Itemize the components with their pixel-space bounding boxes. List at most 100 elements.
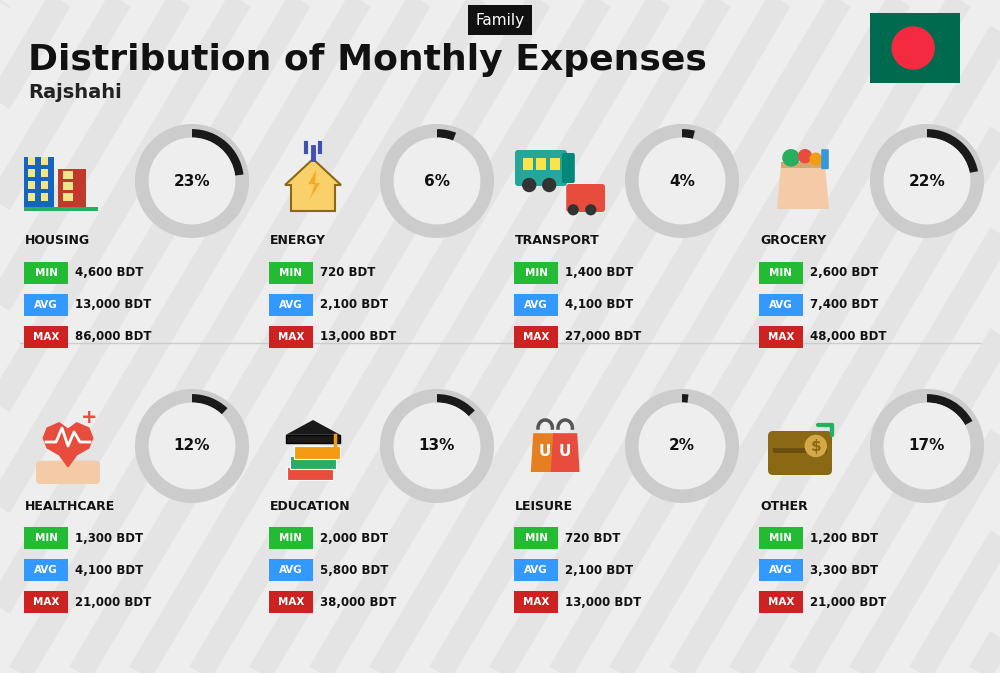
Circle shape <box>639 402 725 489</box>
FancyBboxPatch shape <box>566 184 605 212</box>
FancyBboxPatch shape <box>63 182 73 190</box>
FancyBboxPatch shape <box>41 169 48 177</box>
Text: MAX: MAX <box>33 332 59 342</box>
Text: 2,000 BDT: 2,000 BDT <box>320 532 388 544</box>
Polygon shape <box>285 159 341 211</box>
FancyBboxPatch shape <box>759 559 803 581</box>
Text: AVG: AVG <box>279 565 303 575</box>
Text: MIN: MIN <box>280 268 302 278</box>
Text: MIN: MIN <box>34 533 58 543</box>
Text: MAX: MAX <box>523 332 549 342</box>
Text: AVG: AVG <box>34 300 58 310</box>
Text: 22%: 22% <box>909 174 945 188</box>
Text: 21,000 BDT: 21,000 BDT <box>75 596 151 608</box>
FancyBboxPatch shape <box>287 466 333 480</box>
Text: MIN: MIN <box>524 533 548 543</box>
Wedge shape <box>927 129 978 173</box>
Polygon shape <box>308 170 320 199</box>
Text: 1,300 BDT: 1,300 BDT <box>75 532 143 544</box>
FancyBboxPatch shape <box>58 169 86 209</box>
Text: MAX: MAX <box>768 332 794 342</box>
Circle shape <box>522 178 536 192</box>
FancyBboxPatch shape <box>821 149 829 169</box>
FancyBboxPatch shape <box>269 527 313 549</box>
FancyBboxPatch shape <box>41 157 48 165</box>
FancyBboxPatch shape <box>24 262 68 284</box>
Text: MIN: MIN <box>34 268 58 278</box>
Text: $: $ <box>810 439 821 454</box>
Polygon shape <box>777 165 829 209</box>
Text: OTHER: OTHER <box>760 499 808 513</box>
Text: 13,000 BDT: 13,000 BDT <box>565 596 641 608</box>
Text: 2,100 BDT: 2,100 BDT <box>565 563 633 577</box>
FancyBboxPatch shape <box>24 294 68 316</box>
FancyBboxPatch shape <box>870 13 960 83</box>
Polygon shape <box>286 420 340 435</box>
Text: MIN: MIN <box>770 268 792 278</box>
Text: 2,600 BDT: 2,600 BDT <box>810 267 878 279</box>
Text: ENERGY: ENERGY <box>270 234 326 248</box>
Text: 2%: 2% <box>669 439 695 454</box>
Wedge shape <box>927 394 972 425</box>
Text: MAX: MAX <box>278 332 304 342</box>
Text: 720 BDT: 720 BDT <box>320 267 375 279</box>
Text: TRANSPORT: TRANSPORT <box>515 234 600 248</box>
Text: 2,100 BDT: 2,100 BDT <box>320 299 388 312</box>
Text: LEISURE: LEISURE <box>515 499 573 513</box>
Polygon shape <box>531 433 560 472</box>
Circle shape <box>798 149 812 164</box>
Text: 23%: 23% <box>174 174 210 188</box>
FancyBboxPatch shape <box>759 294 803 316</box>
FancyBboxPatch shape <box>269 591 313 613</box>
Text: 38,000 BDT: 38,000 BDT <box>320 596 396 608</box>
Text: AVG: AVG <box>769 300 793 310</box>
Text: 4%: 4% <box>669 174 695 188</box>
FancyBboxPatch shape <box>759 326 803 348</box>
FancyBboxPatch shape <box>759 591 803 613</box>
FancyBboxPatch shape <box>41 181 48 189</box>
Circle shape <box>809 153 822 166</box>
FancyBboxPatch shape <box>269 559 313 581</box>
FancyBboxPatch shape <box>63 193 73 201</box>
Text: U: U <box>559 444 571 460</box>
Circle shape <box>568 204 579 215</box>
FancyBboxPatch shape <box>759 262 803 284</box>
FancyBboxPatch shape <box>24 527 68 549</box>
Text: AVG: AVG <box>279 300 303 310</box>
Text: MAX: MAX <box>33 597 59 607</box>
FancyBboxPatch shape <box>523 157 533 170</box>
Circle shape <box>149 402 235 489</box>
Text: 13%: 13% <box>419 439 455 454</box>
FancyBboxPatch shape <box>28 181 35 189</box>
Text: 27,000 BDT: 27,000 BDT <box>565 330 641 343</box>
Text: 13,000 BDT: 13,000 BDT <box>320 330 396 343</box>
FancyBboxPatch shape <box>63 170 73 178</box>
Wedge shape <box>437 394 475 417</box>
Wedge shape <box>192 129 243 176</box>
Text: 7,400 BDT: 7,400 BDT <box>810 299 878 312</box>
Text: 6%: 6% <box>424 174 450 188</box>
FancyBboxPatch shape <box>514 591 558 613</box>
FancyBboxPatch shape <box>24 591 68 613</box>
Polygon shape <box>551 433 580 472</box>
Text: Distribution of Monthly Expenses: Distribution of Monthly Expenses <box>28 43 707 77</box>
FancyBboxPatch shape <box>28 169 35 177</box>
FancyBboxPatch shape <box>768 431 832 475</box>
Text: 48,000 BDT: 48,000 BDT <box>810 330 887 343</box>
Text: MAX: MAX <box>768 597 794 607</box>
Text: EDUCATION: EDUCATION <box>270 499 351 513</box>
Wedge shape <box>682 129 695 139</box>
Wedge shape <box>192 394 228 415</box>
FancyBboxPatch shape <box>24 326 68 348</box>
Circle shape <box>394 402 480 489</box>
Text: 720 BDT: 720 BDT <box>565 532 620 544</box>
FancyBboxPatch shape <box>514 559 558 581</box>
FancyBboxPatch shape <box>41 193 48 201</box>
Circle shape <box>639 137 725 225</box>
Circle shape <box>892 26 935 70</box>
Text: 13,000 BDT: 13,000 BDT <box>75 299 151 312</box>
FancyBboxPatch shape <box>536 157 546 170</box>
Circle shape <box>782 149 800 167</box>
Text: 1,400 BDT: 1,400 BDT <box>565 267 633 279</box>
Text: 1,200 BDT: 1,200 BDT <box>810 532 878 544</box>
